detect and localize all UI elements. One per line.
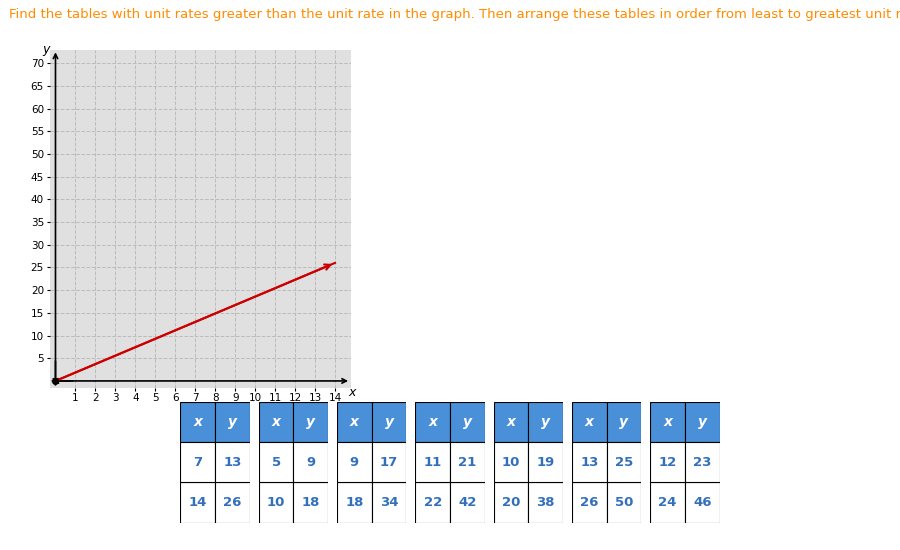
Bar: [528, 442, 563, 482]
Bar: [416, 442, 450, 482]
Bar: [450, 442, 484, 482]
Text: 17: 17: [380, 455, 398, 469]
Text: 11: 11: [424, 455, 442, 469]
Text: x: x: [194, 415, 202, 428]
Bar: [493, 402, 528, 442]
Bar: [337, 482, 372, 522]
Text: 10: 10: [502, 455, 520, 469]
Text: x: x: [507, 415, 516, 428]
Text: 10: 10: [267, 496, 285, 509]
Bar: [259, 482, 293, 522]
Bar: [650, 482, 685, 522]
Bar: [416, 402, 450, 442]
Text: Find the tables with unit rates greater than the unit rate in the graph. Then ar: Find the tables with unit rates greater …: [9, 8, 900, 21]
Bar: [685, 402, 720, 442]
Text: 34: 34: [380, 496, 399, 509]
Text: y: y: [384, 415, 393, 428]
Bar: [685, 442, 720, 482]
Text: 21: 21: [458, 455, 476, 469]
Bar: [450, 482, 484, 522]
Text: 7: 7: [194, 455, 202, 469]
Bar: [293, 402, 328, 442]
Bar: [450, 402, 484, 442]
Text: 25: 25: [615, 455, 633, 469]
Bar: [180, 402, 215, 442]
Text: 19: 19: [536, 455, 554, 469]
Text: 23: 23: [693, 455, 711, 469]
Text: 13: 13: [223, 455, 241, 469]
Bar: [293, 482, 328, 522]
Text: x: x: [663, 415, 672, 428]
Text: 20: 20: [502, 496, 520, 509]
Text: 24: 24: [659, 496, 677, 509]
Bar: [572, 482, 607, 522]
Bar: [685, 482, 720, 522]
Bar: [607, 402, 641, 442]
Bar: [215, 482, 250, 522]
Bar: [180, 442, 215, 482]
Bar: [650, 442, 685, 482]
Text: 18: 18: [346, 496, 364, 509]
Text: 5: 5: [272, 455, 281, 469]
Text: y: y: [306, 415, 315, 428]
Bar: [180, 482, 215, 522]
Text: y: y: [698, 415, 706, 428]
Bar: [372, 402, 407, 442]
Bar: [493, 442, 528, 482]
Bar: [607, 482, 641, 522]
Bar: [372, 442, 407, 482]
Text: 46: 46: [693, 496, 712, 509]
Text: 9: 9: [350, 455, 359, 469]
Text: 38: 38: [536, 496, 555, 509]
Text: 22: 22: [424, 496, 442, 509]
Text: x: x: [428, 415, 437, 428]
Text: y: y: [619, 415, 628, 428]
Bar: [528, 402, 563, 442]
Text: 50: 50: [615, 496, 633, 509]
Text: x: x: [348, 386, 356, 399]
Text: x: x: [272, 415, 281, 428]
Bar: [528, 482, 563, 522]
Bar: [293, 442, 328, 482]
Text: x: x: [585, 415, 594, 428]
Bar: [215, 442, 250, 482]
Text: y: y: [41, 43, 50, 56]
Bar: [416, 482, 450, 522]
Text: 26: 26: [223, 496, 241, 509]
Bar: [259, 442, 293, 482]
Bar: [493, 482, 528, 522]
Bar: [215, 402, 250, 442]
Text: y: y: [541, 415, 550, 428]
Text: 14: 14: [189, 496, 207, 509]
Text: 26: 26: [580, 496, 598, 509]
Bar: [650, 402, 685, 442]
Bar: [337, 402, 372, 442]
Text: 12: 12: [659, 455, 677, 469]
Text: x: x: [350, 415, 359, 428]
Bar: [572, 402, 607, 442]
Bar: [259, 402, 293, 442]
Text: 13: 13: [580, 455, 598, 469]
Bar: [572, 442, 607, 482]
Text: 42: 42: [458, 496, 476, 509]
Text: 9: 9: [306, 455, 315, 469]
Text: 18: 18: [302, 496, 319, 509]
Text: y: y: [463, 415, 472, 428]
Text: y: y: [228, 415, 237, 428]
Bar: [372, 482, 407, 522]
Bar: [337, 442, 372, 482]
Bar: [607, 442, 641, 482]
